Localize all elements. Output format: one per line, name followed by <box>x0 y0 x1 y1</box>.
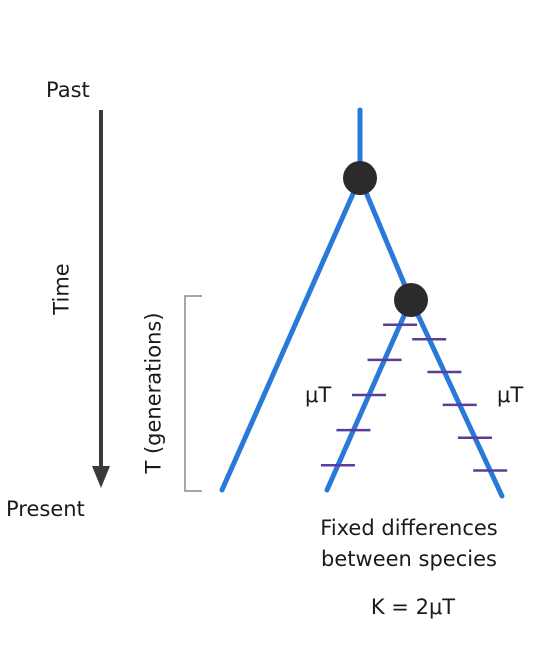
time-arrowhead <box>92 466 110 488</box>
present-label: Present <box>6 497 85 521</box>
formula-label: K = 2μT <box>370 595 456 619</box>
root-node <box>343 161 377 195</box>
generations-bracket <box>184 295 202 492</box>
left-rate-label: μT <box>305 383 332 407</box>
internal-branch <box>357 175 414 303</box>
right-species-branch <box>408 297 505 499</box>
outgroup-branch <box>219 175 363 493</box>
caption-line-2: between species <box>321 547 497 571</box>
past-label: Past <box>46 78 90 102</box>
time-label: Time <box>49 263 74 315</box>
right-rate-label: μT <box>497 383 524 407</box>
caption-line-1: Fixed differences <box>320 516 498 540</box>
generations-label: T (generations) <box>141 312 166 474</box>
mutation-ticks <box>320 323 508 472</box>
split-node <box>394 283 428 317</box>
